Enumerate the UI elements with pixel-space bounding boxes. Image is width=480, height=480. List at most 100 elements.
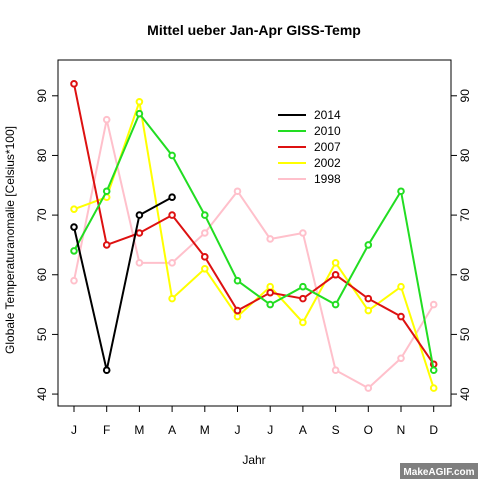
y-tick-label-left: 90 bbox=[35, 89, 49, 103]
data-point-2007 bbox=[397, 312, 405, 321]
y-tick-label-left: 70 bbox=[35, 208, 49, 222]
data-point-2002 bbox=[331, 259, 340, 267]
legend-label-1998: 1998 bbox=[314, 172, 341, 186]
y-tick-label-right: 90 bbox=[458, 89, 472, 103]
data-point-2010 bbox=[168, 151, 176, 160]
series-line-2010 bbox=[73, 111, 435, 371]
legend-label-2007: 2007 bbox=[314, 140, 341, 154]
data-point-2002 bbox=[70, 205, 78, 213]
data-point-1998 bbox=[397, 354, 405, 363]
data-point-2007 bbox=[364, 294, 373, 303]
data-point-2007 bbox=[331, 270, 340, 279]
series-layer bbox=[70, 80, 438, 392]
x-tick-label: J bbox=[235, 423, 241, 437]
data-point-2007 bbox=[102, 241, 111, 249]
data-point-2007 bbox=[168, 211, 176, 219]
y-tick-label-right: 50 bbox=[458, 327, 472, 341]
data-point-2007 bbox=[135, 229, 144, 237]
y-axis-right: 40 50 60 70 80 90 bbox=[451, 89, 472, 401]
data-point-2007 bbox=[299, 294, 307, 303]
watermark: MakeAGIF.com bbox=[400, 463, 478, 479]
data-point-1998 bbox=[429, 300, 438, 309]
data-point-2007 bbox=[233, 306, 242, 315]
legend-label-2002: 2002 bbox=[314, 156, 341, 170]
data-point-1998 bbox=[233, 187, 242, 196]
x-tick-label: M bbox=[200, 423, 210, 437]
series-2014 bbox=[70, 193, 176, 375]
data-point-2010 bbox=[201, 211, 209, 219]
data-point-2010 bbox=[299, 282, 307, 291]
series-2007 bbox=[70, 80, 438, 369]
data-point-2010 bbox=[364, 241, 373, 249]
x-tick-label: J bbox=[71, 423, 77, 437]
data-point-2002 bbox=[299, 318, 307, 327]
watermark-badge bbox=[400, 463, 478, 479]
data-point-1998 bbox=[201, 229, 209, 237]
x-axis-label: Jahr bbox=[242, 453, 265, 467]
y-axis-label: Globale Temperaturanomalie [Celsius*100] bbox=[3, 126, 17, 354]
data-point-2002 bbox=[233, 312, 242, 321]
y-tick-label-right: 40 bbox=[458, 387, 472, 401]
x-tick-label: D bbox=[429, 423, 438, 437]
data-point-1998 bbox=[266, 235, 275, 243]
data-point-2010 bbox=[233, 276, 242, 285]
data-point-2010 bbox=[397, 187, 405, 196]
data-point-1998 bbox=[70, 276, 78, 285]
y-tick-label-right: 80 bbox=[458, 148, 472, 162]
series-1998 bbox=[70, 115, 438, 392]
data-point-2007 bbox=[266, 288, 275, 297]
legend-label-2014: 2014 bbox=[314, 108, 341, 122]
data-point-2010 bbox=[70, 247, 78, 255]
data-point-2007 bbox=[201, 253, 209, 261]
data-point-2010 bbox=[429, 366, 438, 375]
data-point-2002 bbox=[168, 294, 176, 303]
data-point-2014 bbox=[70, 223, 78, 231]
legend-label-2010: 2010 bbox=[314, 124, 341, 138]
series-line-2002 bbox=[73, 101, 435, 389]
data-point-2014 bbox=[102, 366, 111, 375]
data-point-2014 bbox=[168, 193, 176, 202]
x-tick-label: A bbox=[299, 423, 307, 437]
plot-frame bbox=[57, 59, 452, 407]
y-tick-label-right: 60 bbox=[458, 268, 472, 282]
y-tick-label-right: 70 bbox=[458, 208, 472, 222]
data-point-2010 bbox=[102, 187, 111, 196]
series-line-1998 bbox=[73, 119, 435, 390]
data-point-1998 bbox=[299, 229, 307, 237]
data-point-2002 bbox=[397, 282, 405, 291]
y-tick-label-left: 40 bbox=[35, 387, 49, 401]
chart-title: Mittel ueber Jan-Apr GISS-Temp bbox=[147, 22, 361, 38]
x-tick-label: S bbox=[332, 423, 340, 437]
data-point-2010 bbox=[331, 300, 340, 309]
data-point-2010 bbox=[266, 300, 275, 309]
data-point-2002 bbox=[364, 306, 373, 315]
series-2002 bbox=[70, 97, 438, 392]
data-point-2002 bbox=[266, 282, 275, 291]
y-tick-label-left: 50 bbox=[35, 327, 49, 341]
y-tick-label-left: 60 bbox=[35, 268, 49, 282]
x-tick-label: A bbox=[168, 423, 176, 437]
data-point-1998 bbox=[331, 366, 340, 375]
data-point-2002 bbox=[429, 384, 438, 392]
data-point-1998 bbox=[364, 384, 373, 392]
y-tick-label-left: 80 bbox=[35, 148, 49, 162]
series-2010 bbox=[70, 109, 438, 375]
data-point-1998 bbox=[102, 115, 111, 124]
x-tick-label: F bbox=[103, 423, 110, 437]
watermark-text: MakeAGIF.com bbox=[403, 467, 474, 478]
data-point-1998 bbox=[135, 259, 144, 267]
data-point-2002 bbox=[135, 97, 144, 106]
series-line-2014 bbox=[73, 196, 173, 371]
data-point-2007 bbox=[70, 80, 78, 88]
data-point-2010 bbox=[135, 109, 144, 118]
data-point-1998 bbox=[168, 259, 176, 267]
y-axis-left: 40 50 60 70 80 90 bbox=[35, 89, 58, 401]
x-tick-label: N bbox=[397, 423, 406, 437]
x-tick-label: O bbox=[364, 423, 373, 437]
series-line-2007 bbox=[73, 83, 435, 365]
legend: 2014 2010 2007 2002 1998 bbox=[271, 101, 371, 186]
data-point-2002 bbox=[201, 264, 209, 273]
x-tick-label: M bbox=[134, 423, 144, 437]
